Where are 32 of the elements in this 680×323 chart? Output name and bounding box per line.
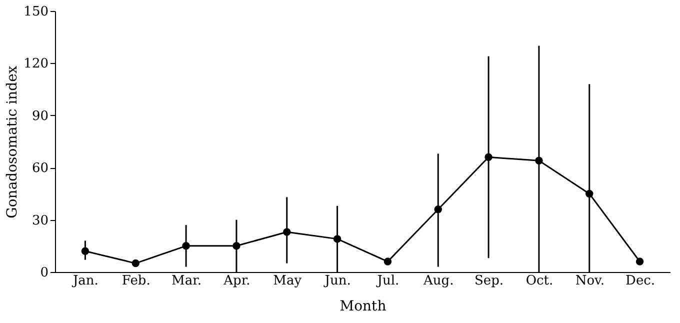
y-tick-label: 90 <box>32 108 48 124</box>
y-tick-label: 0 <box>40 266 48 280</box>
y-axis-title: Gonadosomatic index <box>4 66 21 218</box>
point <box>232 242 240 250</box>
x-axis-title: Month <box>340 298 386 314</box>
x-tick-label: Aug. <box>422 274 454 288</box>
x-tick-label: Sep. <box>474 274 504 288</box>
x-tick-label: Jan. <box>70 274 98 288</box>
y-tick-label: 30 <box>32 213 48 228</box>
y-tick-label: 120 <box>24 56 48 72</box>
point <box>636 258 644 266</box>
point <box>586 190 594 198</box>
point <box>333 235 342 243</box>
x-tick-label: Dec. <box>626 274 656 288</box>
point <box>384 258 392 266</box>
point <box>434 205 442 214</box>
x-tick-label: Mar. <box>172 274 202 288</box>
y-tick-label: 150 <box>24 4 48 20</box>
point <box>132 259 140 268</box>
x-tick-label: Apr. <box>222 274 250 288</box>
point <box>484 153 492 162</box>
point <box>81 247 90 255</box>
x-tick-label: Jul. <box>375 274 400 288</box>
x-tick-label: Oct. <box>526 274 554 288</box>
point <box>283 228 291 236</box>
x-tick-label: Nov. <box>575 274 604 288</box>
x-tick-label: Jun. <box>322 274 351 288</box>
x-tick-label: May <box>273 274 302 288</box>
y-tick-label: 60 <box>32 161 48 176</box>
point <box>182 242 190 250</box>
x-tick-label: Feb. <box>122 274 150 288</box>
point <box>535 156 543 165</box>
